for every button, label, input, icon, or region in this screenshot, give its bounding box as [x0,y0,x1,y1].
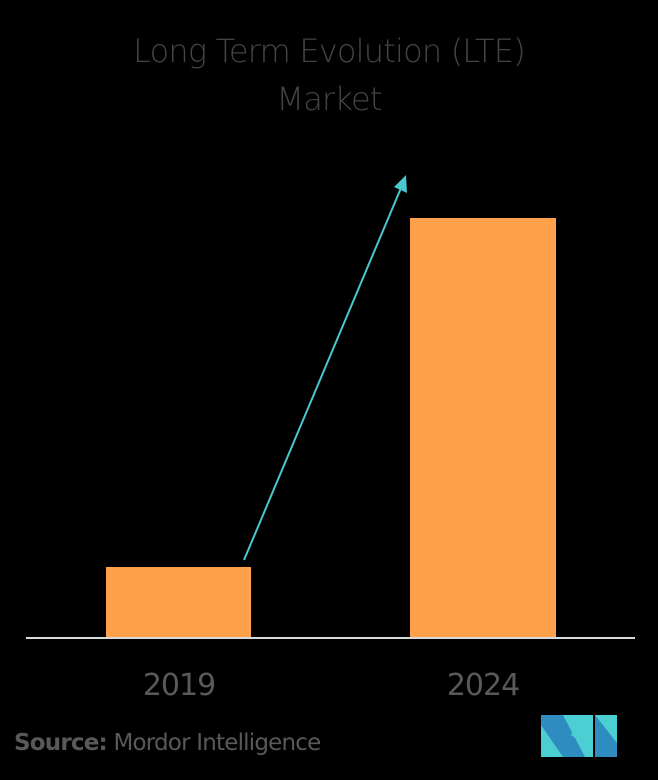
source-credit: Source: Mordor Intelligence [14,730,321,756]
x-label-2019: 2019 [142,668,216,703]
x-axis-line [26,637,635,639]
source-value: Mordor Intelligence [113,730,321,756]
source-label: Source: [14,730,108,756]
x-label-2024: 2024 [446,668,520,703]
mordor-intelligence-logo-icon [541,715,617,757]
chart-title-line-2: Market [276,80,382,118]
bar-2019 [106,567,251,638]
chart-title-line-1: Long Term Evolution (LTE) [133,32,526,70]
bar-2024 [410,218,556,638]
